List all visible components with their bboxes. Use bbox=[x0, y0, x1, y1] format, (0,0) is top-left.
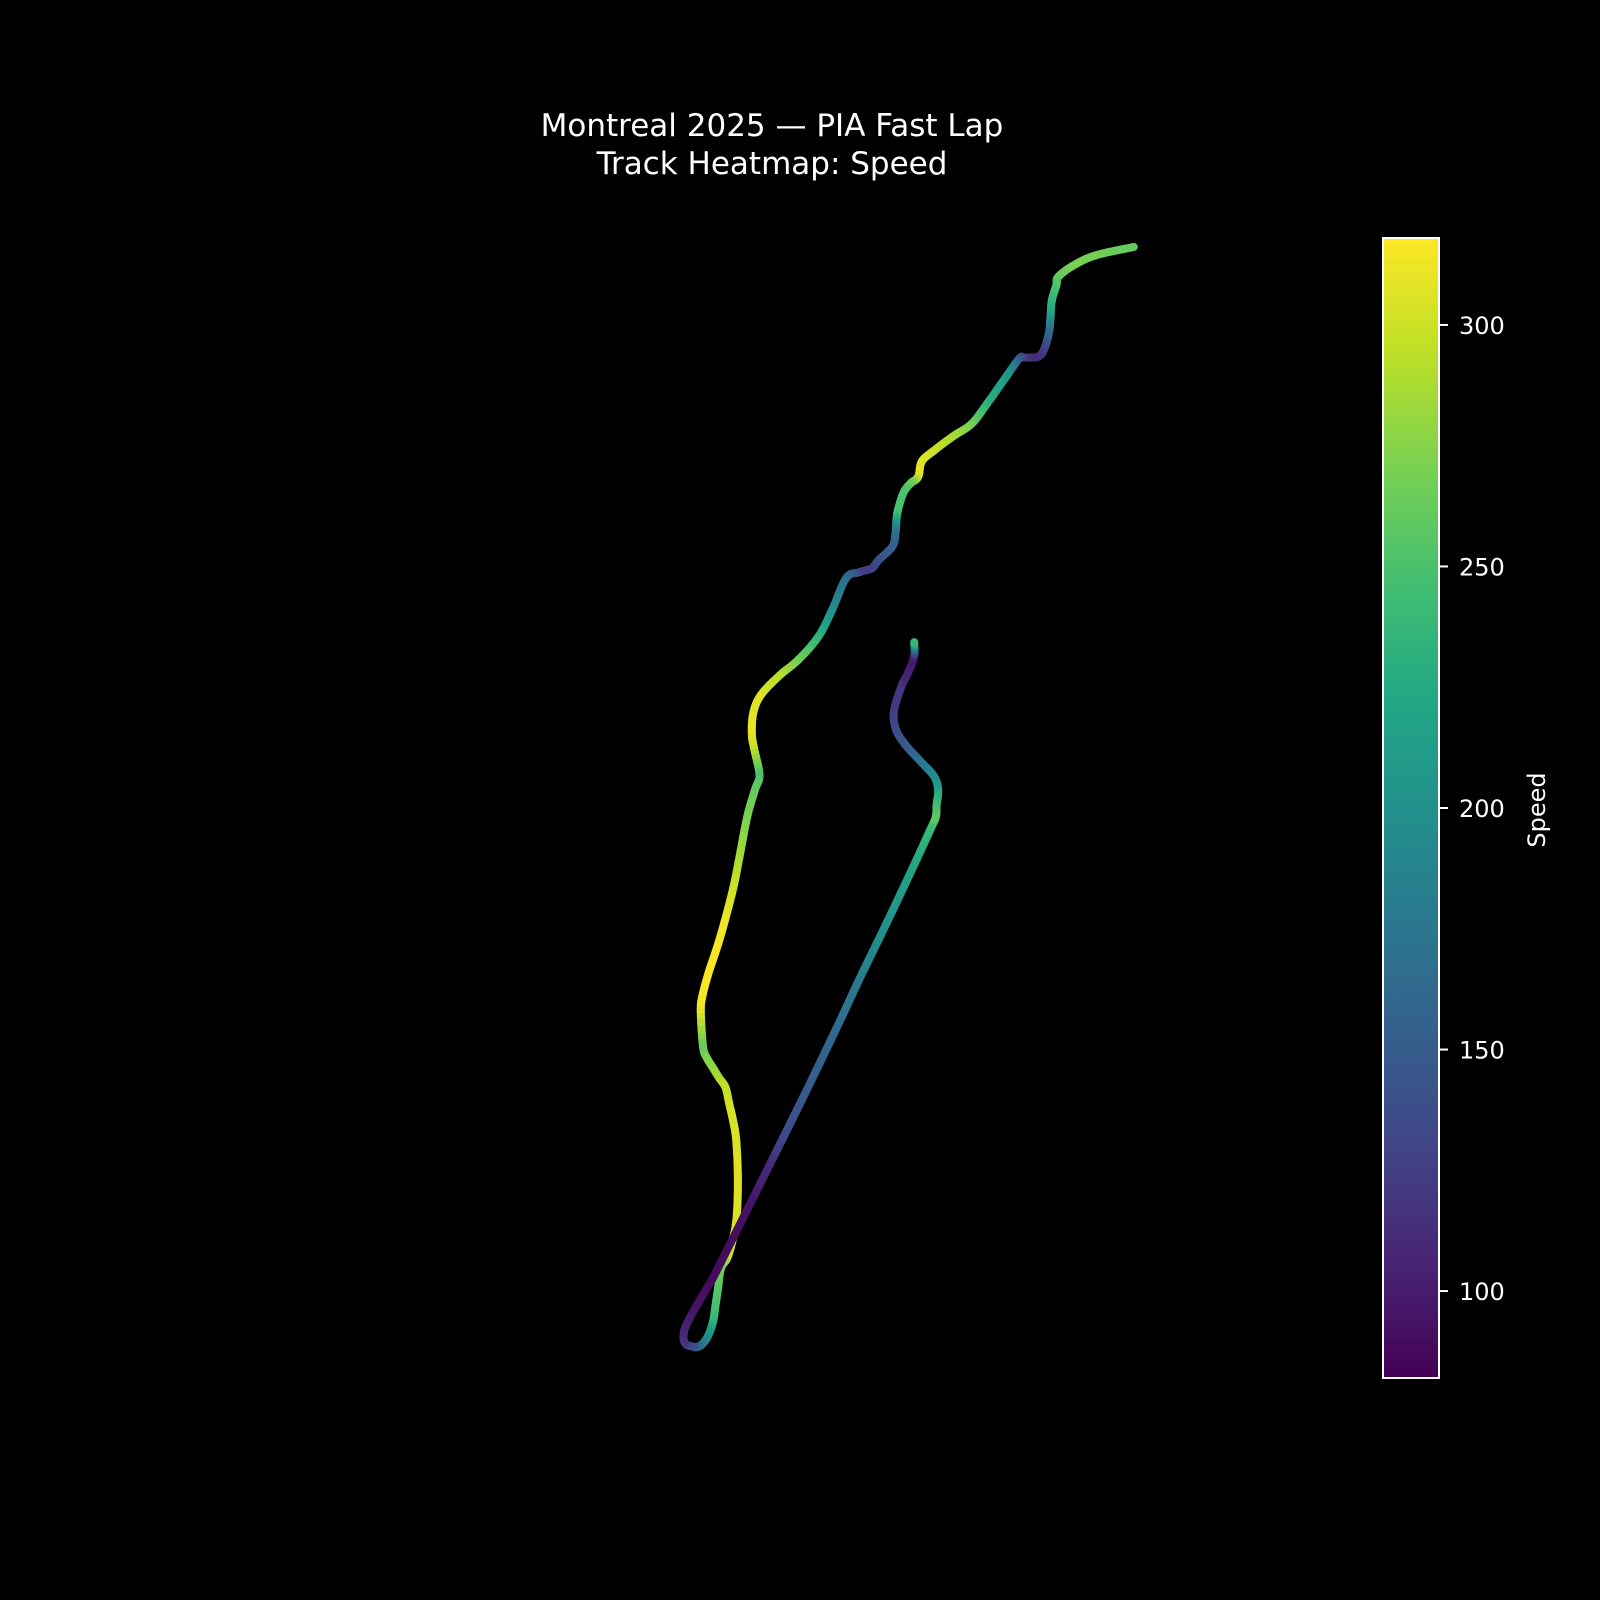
chart-title: Montreal 2025 — PIA Fast Lap bbox=[541, 108, 1004, 144]
colorbar-tick-label: 100 bbox=[1459, 1278, 1505, 1306]
colorbar: 100 150 200 250 300 Speed bbox=[1382, 237, 1551, 1379]
colorbar-tick-label: 200 bbox=[1459, 795, 1505, 823]
colorbar-tick-label: 250 bbox=[1459, 553, 1505, 581]
colorbar-tick-label: 150 bbox=[1459, 1037, 1505, 1065]
colorbar-label: Speed bbox=[1523, 772, 1551, 847]
colorbar-tick-label: 300 bbox=[1459, 312, 1505, 340]
colorbar-gradient bbox=[1382, 237, 1440, 1379]
colorbar-ticks: 100 150 200 250 300 bbox=[1439, 312, 1505, 1306]
track-path bbox=[679, 242, 1138, 1352]
chart-subtitle: Track Heatmap: Speed bbox=[596, 146, 948, 182]
